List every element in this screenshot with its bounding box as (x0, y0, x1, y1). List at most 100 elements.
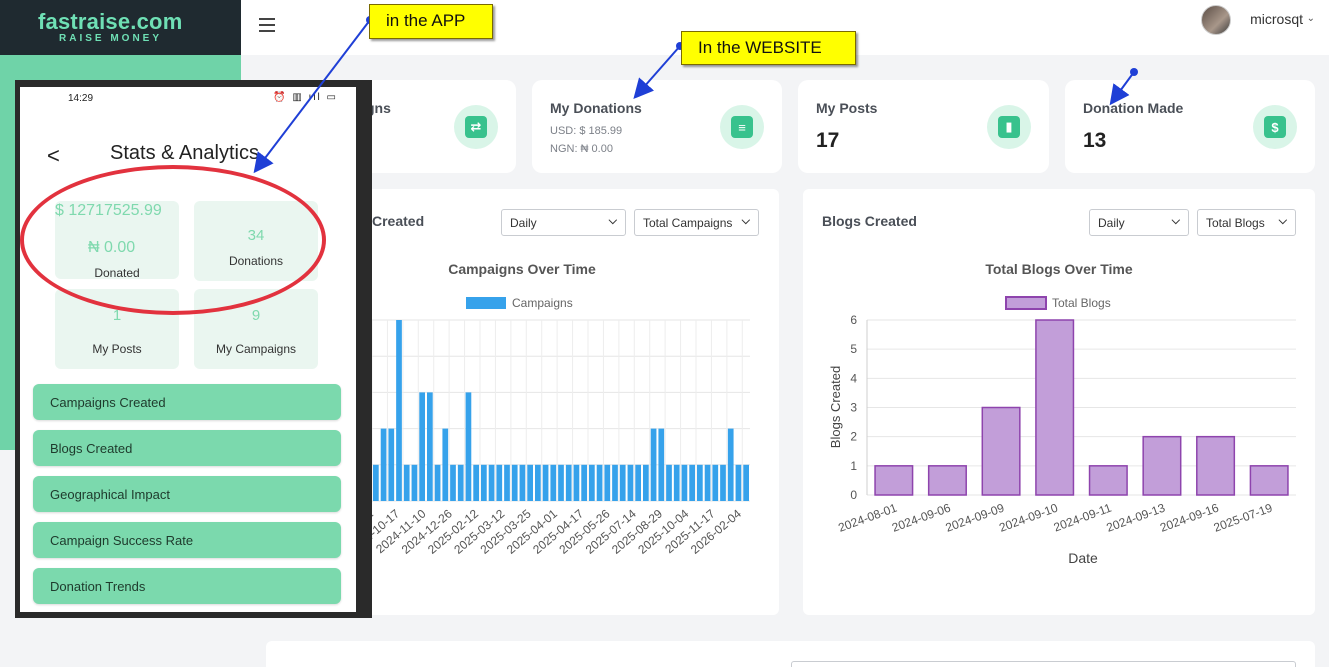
back-icon[interactable]: < (47, 143, 60, 168)
y-tick-label: 0 (850, 488, 857, 502)
handshake-icon: ⇄ (454, 105, 498, 149)
x-axis-label: Date (1068, 550, 1098, 566)
money-hand-icon: $ (1253, 105, 1297, 149)
metric-select[interactable]: Total Campaigns ⌵ (634, 209, 759, 236)
legend-label: Total Blogs (1052, 296, 1111, 310)
bar (1196, 435, 1236, 496)
y-tick-label: 5 (850, 342, 857, 356)
posts-value: 1 (112, 307, 122, 324)
avatar[interactable] (1201, 5, 1231, 35)
bar (666, 464, 672, 501)
highlight-ellipse (20, 165, 326, 315)
legend-swatch (1005, 296, 1047, 310)
phone-time: 14:29 (68, 93, 94, 104)
username[interactable]: microsqt (1250, 11, 1303, 27)
chevron-down-icon: ⌵ (741, 215, 750, 227)
bar (542, 464, 549, 501)
bar (388, 428, 395, 501)
bar (473, 464, 479, 501)
bar (434, 464, 441, 501)
bar (411, 464, 418, 501)
metric-select-value: Total Blogs (1206, 216, 1265, 230)
phone-status-icons: ⏰ ▥ ıll ▭ (273, 92, 338, 103)
panel-title: Created (372, 213, 425, 229)
bar (481, 464, 487, 501)
chart-title: Total Blogs Over Time (985, 261, 1133, 277)
bar (673, 464, 680, 501)
bar (727, 428, 734, 501)
bar (465, 392, 472, 501)
bar (596, 464, 603, 501)
bar (535, 464, 541, 501)
bar (635, 464, 641, 501)
menu-toggle-icon[interactable] (259, 18, 275, 32)
bar (427, 392, 433, 501)
chart-title: Campaigns Over Time (448, 261, 596, 277)
book-icon: ▮ (987, 105, 1031, 149)
tick-label: 2024-09-16 (1158, 501, 1221, 535)
stat-card-donation-made[interactable]: Donation Made 13 $ (1065, 80, 1315, 173)
bar (650, 428, 657, 501)
bar (558, 464, 564, 501)
coins-icon: ≡ (720, 105, 764, 149)
menu-campaigns-created[interactable]: Campaigns Created (33, 384, 341, 420)
bar (874, 465, 914, 496)
metric-select[interactable]: Total Blogs ⌵ (1197, 209, 1296, 236)
bar (565, 464, 572, 501)
brand-tagline: RAISE MONEY (59, 33, 163, 44)
menu-campaign-success-rate[interactable]: Campaign Success Rate (33, 522, 341, 558)
bar (927, 465, 967, 496)
tick-label: 2024-08-01 (836, 501, 899, 535)
chevron-down-icon: ⌵ (1171, 215, 1180, 227)
bar (527, 464, 533, 501)
chevron-down-icon: ⌵ (1278, 215, 1287, 227)
panel-title: Blogs Created (822, 213, 917, 229)
bar (403, 464, 410, 501)
period-select[interactable]: Daily ⌵ (501, 209, 626, 236)
bar (735, 464, 742, 501)
bar (373, 464, 379, 501)
menu-donation-trends[interactable]: Donation Trends (33, 568, 341, 604)
stat-card-donations[interactable]: My Donations USD: $ 185.99 NGN: ₦ 0.00 ≡ (532, 80, 782, 173)
period-select-value: Daily (1098, 216, 1125, 230)
y-tick-label: 2 (850, 430, 857, 444)
bar (581, 464, 587, 501)
bar (981, 406, 1021, 496)
bar (697, 464, 703, 501)
bottom-select[interactable] (791, 661, 1296, 667)
bar (712, 464, 719, 501)
y-tick-label: 6 (850, 313, 857, 327)
bar (396, 320, 402, 501)
menu-blogs-created[interactable]: Blogs Created (33, 430, 341, 466)
tick-label: 2024-09-09 (944, 501, 1007, 535)
chevron-down-icon[interactable]: ⌄ (1306, 13, 1315, 24)
stat-card-posts[interactable]: My Posts 17 ▮ (798, 80, 1049, 173)
bar (380, 428, 387, 501)
bar (612, 464, 618, 501)
chevron-down-icon: ⌵ (608, 215, 617, 227)
bar (743, 464, 749, 501)
campaigns-value: 9 (251, 307, 261, 324)
legend-swatch (466, 297, 506, 309)
period-select[interactable]: Daily ⌵ (1089, 209, 1189, 236)
stat-ngn: NGN: ₦ 0.00 (550, 143, 613, 155)
bar (496, 464, 503, 501)
bar (1142, 435, 1182, 496)
brand-name: fastraise.com (38, 9, 183, 34)
menu-geographical-impact[interactable]: Geographical Impact (33, 476, 341, 512)
campaigns-label: My Campaigns (215, 342, 297, 356)
bar (681, 464, 688, 501)
page-title: Stats & Analytics (110, 142, 259, 164)
callout-app: in the APP (369, 4, 493, 39)
tick-label: 2024-09-13 (1104, 501, 1167, 535)
stat-title: gns (366, 100, 391, 116)
stat-title: My Donations (550, 100, 642, 116)
period-select-value: Daily (510, 216, 537, 230)
posts-label: My Posts (92, 342, 142, 356)
callout-website: In the WEBSITE (681, 31, 856, 65)
tick-label: 2024-09-10 (997, 501, 1060, 535)
bar (1088, 465, 1128, 496)
bar (689, 464, 695, 501)
bar (589, 464, 595, 501)
brand-logo[interactable]: fastraise.com RAISE MONEY (38, 9, 198, 44)
